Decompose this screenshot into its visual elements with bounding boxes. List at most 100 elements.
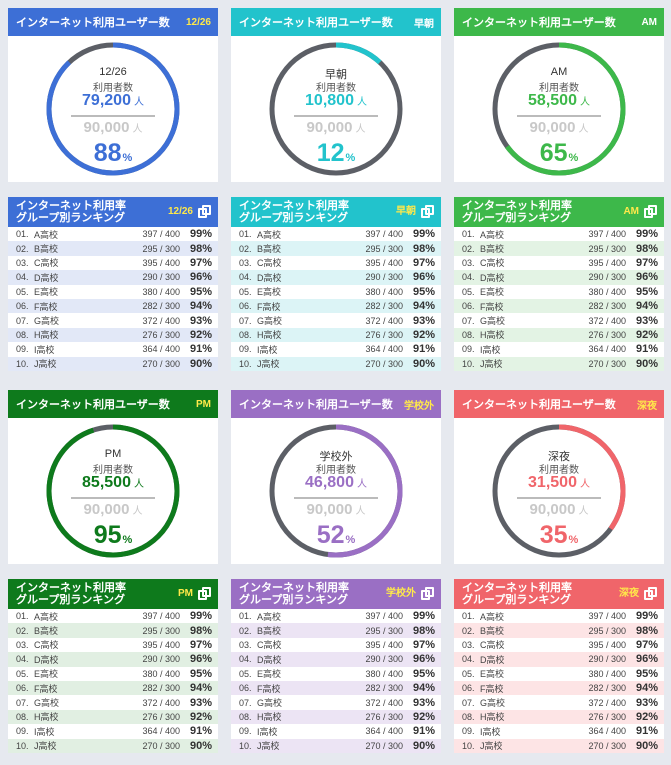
usage-rate: 99% (412, 610, 435, 623)
ranking-row[interactable]: 08. H高校 276 / 300 92% (454, 327, 664, 343)
ranking-row[interactable]: 09. I高校 364 / 400 91% (454, 342, 664, 356)
ranking-row[interactable]: 09. I高校 364 / 400 91% (231, 342, 441, 356)
user-count-unit: 人 (356, 97, 367, 108)
rank-number: 09. (239, 344, 252, 355)
ranking-row[interactable]: 04. D高校 290 / 300 96% (8, 652, 218, 667)
ranking-row[interactable]: 04. D高校 290 / 300 96% (231, 652, 441, 667)
rank-number: 06. (239, 301, 252, 312)
ranking-row[interactable]: 08. H高校 276 / 300 92% (8, 327, 218, 343)
ranking-row[interactable]: 01. A高校 397 / 400 99% (454, 227, 664, 241)
ranking-row[interactable]: 04. D高校 290 / 300 96% (231, 270, 441, 285)
ranking-row[interactable]: 01. A高校 397 / 400 99% (8, 609, 218, 623)
ranking-row[interactable]: 08. H高校 276 / 300 92% (8, 709, 218, 725)
ranking-row[interactable]: 10. J高校 270 / 300 90% (8, 738, 218, 753)
ranking-row[interactable]: 03. C高校 395 / 400 97% (454, 638, 664, 652)
ranking-row[interactable]: 07. G高校 372 / 400 93% (454, 313, 664, 327)
ranking-row[interactable]: 09. I高校 364 / 400 91% (231, 724, 441, 738)
total-count-value: 90,000 (306, 119, 353, 136)
ranking-row[interactable]: 01. A高校 397 / 400 99% (231, 609, 441, 623)
ranking-row[interactable]: 10. J高校 270 / 300 90% (231, 738, 441, 753)
ranking-row[interactable]: 02. B高校 295 / 300 98% (8, 241, 218, 256)
rank-number: 07. (16, 697, 29, 708)
ranking-row[interactable]: 09. I高校 364 / 400 91% (8, 342, 218, 356)
copy-icon[interactable] (644, 205, 657, 219)
ranking-row[interactable]: 02. B高校 295 / 300 98% (231, 623, 441, 638)
ranking-row[interactable]: 10. J高校 270 / 300 90% (454, 738, 664, 753)
usage-ratio: 290 / 300 (142, 272, 180, 283)
ranking-row[interactable]: 01. A高校 397 / 400 99% (454, 609, 664, 623)
ranking-table-body: 01. A高校 397 / 400 99% 02. B高校 295 / 300 98% 03. C… (8, 227, 218, 371)
ranking-row[interactable]: 03. C高校 395 / 400 97% (8, 638, 218, 652)
ranking-row[interactable]: 05. E高校 380 / 400 95% (231, 667, 441, 681)
donut-svg (269, 42, 403, 176)
ranking-row[interactable]: 07. G高校 372 / 400 93% (231, 695, 441, 709)
ranking-row[interactable]: 04. D高校 290 / 300 96% (8, 270, 218, 285)
ranking-row[interactable]: 02. B高校 295 / 300 98% (454, 241, 664, 256)
user-count: 58,500 人 (454, 92, 664, 110)
ranking-row[interactable]: 05. E高校 380 / 400 95% (454, 285, 664, 299)
ranking-row[interactable]: 04. D高校 290 / 300 96% (454, 652, 664, 667)
school-name: I高校 (480, 726, 501, 737)
school-name: I高校 (34, 344, 55, 355)
ranking-header-right: 早朝 (396, 205, 434, 219)
card-header: インターネット利用ユーザー数 早朝 (231, 8, 441, 36)
ranking-row[interactable]: 08. H高校 276 / 300 92% (454, 709, 664, 725)
ranking-row[interactable]: 07. G高校 372 / 400 93% (8, 313, 218, 327)
ranking-row[interactable]: 06. F高校 282 / 300 94% (231, 298, 441, 314)
school-name: B高校 (34, 244, 59, 255)
copy-icon[interactable] (198, 587, 211, 601)
ranking-row[interactable]: 05. E高校 380 / 400 95% (8, 667, 218, 681)
school-name: I高校 (480, 344, 501, 355)
ranking-table-body: 01. A高校 397 / 400 99% 02. B高校 295 / 300 98% 03. C… (231, 227, 441, 371)
ranking-row[interactable]: 02. B高校 295 / 300 98% (454, 623, 664, 638)
ranking-row[interactable]: 10. J高校 270 / 300 90% (231, 356, 441, 371)
ranking-row[interactable]: 01. A高校 397 / 400 99% (8, 227, 218, 241)
ranking-row[interactable]: 03. C高校 395 / 400 97% (231, 256, 441, 270)
usage-rate: 90% (412, 739, 435, 752)
ranking-row[interactable]: 06. F高校 282 / 300 94% (8, 298, 218, 314)
ranking-row[interactable]: 09. I高校 364 / 400 91% (8, 724, 218, 738)
copy-icon[interactable] (421, 587, 434, 601)
ranking-row[interactable]: 06. F高校 282 / 300 94% (231, 680, 441, 696)
ranking-row[interactable]: 07. G高校 372 / 400 93% (454, 695, 664, 709)
ranking-row[interactable]: 08. H高校 276 / 300 92% (231, 327, 441, 343)
ranking-row[interactable]: 07. G高校 372 / 400 93% (231, 313, 441, 327)
ranking-row[interactable]: 09. I高校 364 / 400 91% (454, 724, 664, 738)
ranking-row[interactable]: 02. B高校 295 / 300 98% (231, 241, 441, 256)
usage-ratio: 397 / 400 (588, 229, 626, 240)
ranking-row[interactable]: 02. B高校 295 / 300 98% (8, 623, 218, 638)
period-label: AM (550, 66, 568, 78)
ranking-row[interactable]: 03. C高校 395 / 400 97% (454, 256, 664, 270)
ranking-row[interactable]: 05. E高校 380 / 400 95% (8, 285, 218, 299)
user-count-value: 58,500 (528, 92, 577, 109)
usage-rate: 90% (635, 357, 658, 370)
ranking-row[interactable]: 06. F高校 282 / 300 94% (454, 298, 664, 314)
period-tag: 早朝 (396, 206, 416, 217)
ranking-row[interactable]: 10. J高校 270 / 300 90% (8, 356, 218, 371)
rank-number: 09. (239, 726, 252, 737)
user-count: 46,800 人 (231, 474, 441, 492)
ranking-row[interactable]: 10. J高校 270 / 300 90% (454, 356, 664, 371)
rank-number: 01. (462, 611, 475, 622)
school-name: G高校 (34, 316, 60, 327)
ranking-row[interactable]: 07. G高校 372 / 400 93% (8, 695, 218, 709)
ranking-row[interactable]: 05. E高校 380 / 400 95% (454, 667, 664, 681)
ranking-row[interactable]: 04. D高校 290 / 300 96% (454, 270, 664, 285)
rank-number: 02. (462, 243, 475, 254)
school-name: E高校 (34, 669, 59, 680)
usage-ratio: 364 / 400 (365, 726, 403, 737)
ranking-row[interactable]: 03. C高校 395 / 400 97% (8, 256, 218, 270)
copy-icon[interactable] (644, 587, 657, 601)
usage-rate: 96% (412, 271, 435, 284)
ranking-row[interactable]: 05. E高校 380 / 400 95% (231, 285, 441, 299)
ranking-row[interactable]: 03. C高校 395 / 400 97% (231, 638, 441, 652)
divider (71, 115, 155, 117)
ranking-row[interactable]: 01. A高校 397 / 400 99% (231, 227, 441, 241)
rank-number: 07. (462, 697, 475, 708)
copy-icon[interactable] (198, 205, 211, 219)
total-count: 90,000 人 (231, 501, 441, 518)
ranking-row[interactable]: 06. F高校 282 / 300 94% (454, 680, 664, 696)
ranking-row[interactable]: 06. F高校 282 / 300 94% (8, 680, 218, 696)
copy-icon[interactable] (421, 205, 434, 219)
ranking-row[interactable]: 08. H高校 276 / 300 92% (231, 709, 441, 725)
